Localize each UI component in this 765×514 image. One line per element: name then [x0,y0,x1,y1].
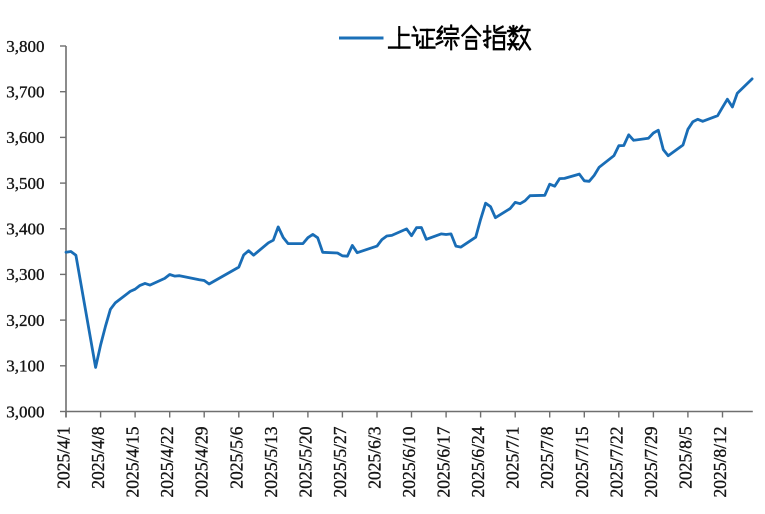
svg-text:3,000: 3,000 [6,402,44,421]
svg-text:3,700: 3,700 [6,83,44,102]
svg-text:2025/5/13: 2025/5/13 [261,426,281,497]
svg-text:2025/5/27: 2025/5/27 [330,426,350,497]
svg-text:2025/4/22: 2025/4/22 [157,427,177,498]
svg-text:2025/6/24: 2025/6/24 [468,426,488,497]
svg-text:3,800: 3,800 [6,37,44,56]
svg-text:2025/4/8: 2025/4/8 [88,426,108,488]
svg-text:2025/4/29: 2025/4/29 [192,426,212,497]
svg-text:3,600: 3,600 [6,128,44,147]
svg-text:2025/5/6: 2025/5/6 [226,426,246,488]
svg-text:3,100: 3,100 [6,357,44,376]
svg-text:2025/8/5: 2025/8/5 [675,426,695,488]
svg-text:2025/4/1: 2025/4/1 [54,427,74,489]
svg-text:2025/7/1: 2025/7/1 [503,427,523,489]
svg-text:3,500: 3,500 [6,174,44,193]
svg-text:2025/6/10: 2025/6/10 [399,426,419,497]
svg-text:2025/6/17: 2025/6/17 [434,426,454,497]
svg-text:2025/6/3: 2025/6/3 [365,426,385,488]
svg-text:2025/7/8: 2025/7/8 [537,426,557,488]
svg-text:2025/8/12: 2025/8/12 [710,427,730,498]
svg-text:3,300: 3,300 [6,265,44,284]
svg-text:2025/7/22: 2025/7/22 [606,427,626,498]
svg-text:2025/7/15: 2025/7/15 [572,426,592,497]
svg-text:2025/7/29: 2025/7/29 [641,426,661,497]
svg-text:2025/4/15: 2025/4/15 [123,426,143,497]
svg-text:3,400: 3,400 [6,220,44,239]
svg-text:3,200: 3,200 [6,311,44,330]
svg-text:2025/5/20: 2025/5/20 [295,426,315,497]
